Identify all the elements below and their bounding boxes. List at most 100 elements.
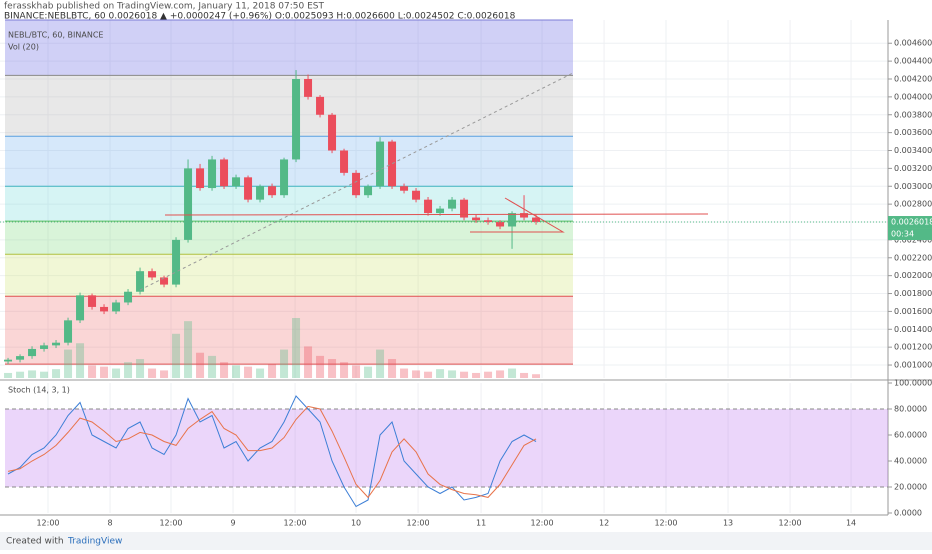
x-tick-label: 8	[107, 519, 112, 528]
volume-bar	[184, 321, 193, 378]
stoch-k-line	[7, 395, 537, 508]
stoch-band	[5, 409, 888, 487]
volume-bar	[448, 370, 457, 378]
x-tick-label: 9	[230, 519, 235, 528]
triangle	[470, 197, 565, 233]
candle-body	[16, 356, 25, 360]
candle-body	[532, 217, 541, 223]
volume-bar	[328, 359, 337, 378]
candle-body	[100, 306, 109, 312]
volume-bar	[64, 349, 73, 378]
volume-bar	[100, 366, 109, 378]
y2-tick-label: 60.0000	[894, 431, 927, 440]
volume-bar	[472, 372, 481, 378]
x-tick-label: 11	[476, 519, 486, 528]
candle-body	[400, 186, 409, 191]
candle-body	[340, 150, 349, 173]
y2-tick-label: 100.0000	[894, 379, 932, 388]
volume-bar	[304, 346, 313, 378]
publisher: ferasskhab published on TradingView.com,…	[4, 2, 324, 12]
volume-bar	[196, 352, 205, 378]
volume-bar	[532, 374, 541, 378]
candle-body	[304, 78, 313, 97]
candle-body	[40, 345, 49, 349]
candle-body	[148, 271, 157, 278]
volume-bar	[220, 362, 229, 378]
candle-body	[316, 96, 325, 115]
volume-bar	[340, 362, 349, 378]
candle-body	[256, 186, 265, 200]
candle-body	[496, 222, 505, 227]
resistance-line	[164, 213, 709, 216]
volume-bar	[496, 370, 505, 378]
volume-bar	[352, 365, 361, 378]
candle-body	[376, 141, 385, 187]
candle-body	[520, 213, 529, 218]
candle-body	[280, 159, 289, 196]
volume-bar	[76, 343, 85, 378]
x-tick-label: 14	[846, 519, 856, 528]
candle-body	[244, 177, 253, 200]
x-tick-label: 12:00	[159, 519, 182, 528]
x-tick-label: 12:00	[531, 519, 554, 528]
candle-body	[268, 186, 277, 196]
countdown-label: 00:34	[891, 230, 914, 239]
legend: NEBL/BTC, 60, BINANCE	[8, 31, 103, 40]
volume-bar	[388, 359, 397, 378]
candle-body	[4, 359, 13, 362]
volume-bar	[412, 370, 421, 378]
volume-bar	[40, 371, 49, 378]
candle-body	[184, 168, 193, 240]
volume-bar	[280, 349, 289, 378]
x-tick-label: 12:00	[284, 519, 307, 528]
candle-body	[208, 159, 217, 189]
candle-body	[292, 78, 301, 160]
volume-bar	[4, 372, 13, 378]
volume-label: Vol (20)	[8, 43, 39, 52]
volume-bar	[172, 333, 181, 378]
candle-body	[220, 159, 229, 187]
candle-body	[76, 295, 85, 321]
x-tick-label: 13	[723, 519, 733, 528]
last-price-label: 0.0026018	[891, 218, 932, 227]
candle-body	[328, 114, 337, 151]
volume-bar	[424, 371, 433, 378]
volume-bar	[436, 369, 445, 378]
volume-bar	[460, 371, 469, 378]
fib-band	[5, 254, 573, 297]
trend-line	[139, 72, 574, 291]
candle-body	[352, 172, 361, 196]
volume-bar	[28, 370, 37, 378]
volume-bar	[112, 368, 121, 378]
x-tick-label: 10	[351, 519, 361, 528]
candle-body	[388, 141, 397, 187]
fib-band	[5, 296, 573, 365]
x-tick-label: 12:00	[407, 519, 430, 528]
x-tick-label: 12:00	[779, 519, 802, 528]
y2-tick-label: 20.0000	[894, 483, 927, 492]
fib-band	[5, 20, 573, 76]
fib-band	[5, 75, 573, 137]
volume-bar	[484, 371, 493, 378]
candle-body	[436, 208, 445, 214]
stoch-label: Stoch (14, 3, 1)	[8, 386, 70, 395]
stoch-d-line	[7, 405, 537, 499]
volume-bar	[292, 318, 301, 378]
candle-body	[136, 271, 145, 292]
x-tick-label: 12	[599, 519, 609, 528]
candle-body	[28, 348, 37, 357]
candle-body	[196, 168, 205, 189]
candle-body	[484, 220, 493, 223]
candle-body	[508, 213, 517, 227]
fib-band	[5, 186, 573, 222]
volume-bar	[88, 365, 97, 378]
